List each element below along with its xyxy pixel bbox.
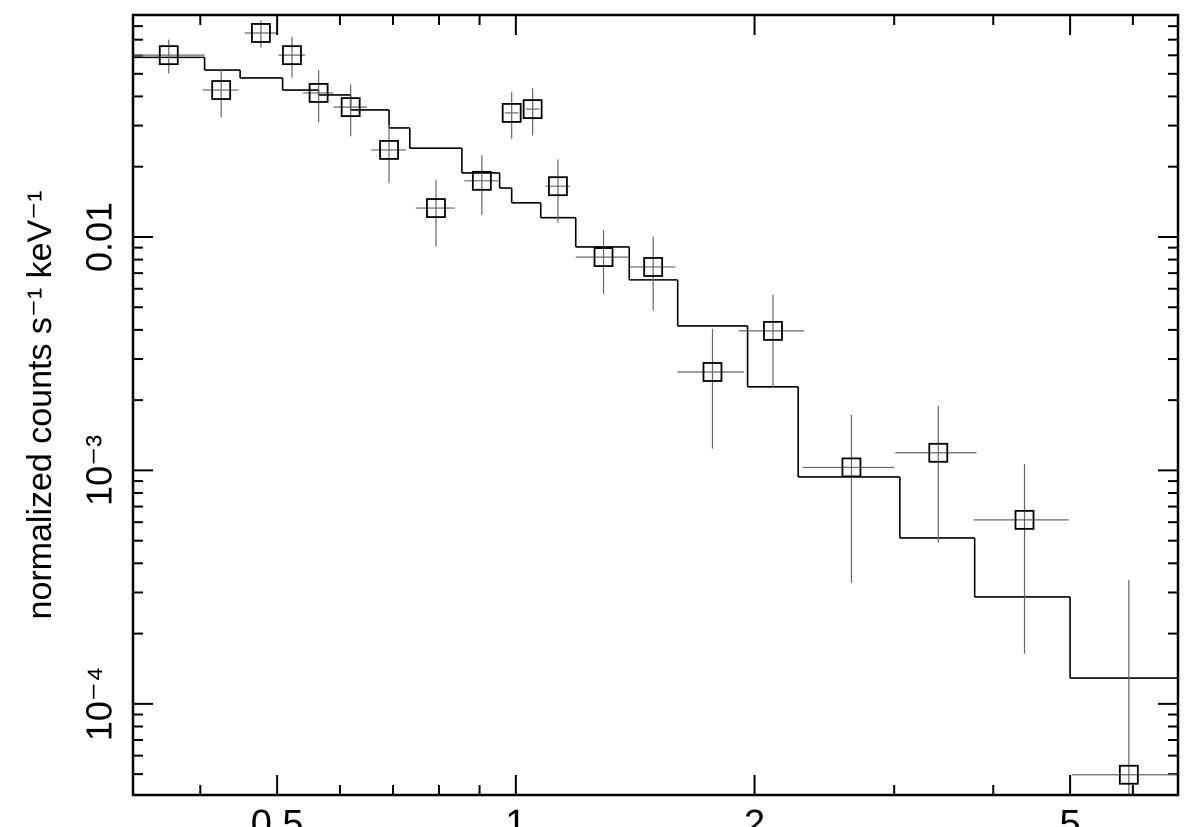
data-point <box>522 99 543 119</box>
data-point <box>643 257 664 277</box>
x-tick-label: 1 <box>505 803 526 827</box>
y-axis-label: normalized counts s⁻¹ keV⁻¹ <box>21 191 59 620</box>
x-tick-label: 5 <box>1060 803 1081 827</box>
plot-area <box>133 20 1178 795</box>
data-point <box>282 45 302 66</box>
data-point <box>702 362 723 382</box>
x-tick-label: 2 <box>744 803 765 827</box>
data-point <box>548 176 568 197</box>
data-point <box>501 103 522 123</box>
data-point <box>251 23 271 43</box>
y-tick-label: 10⁻³ <box>79 435 120 506</box>
data-point <box>379 140 399 160</box>
data-point <box>471 170 492 191</box>
data-point <box>593 247 614 267</box>
data-point <box>928 442 949 463</box>
x-tick-label: 0.5 <box>251 803 304 827</box>
data-point <box>426 198 446 218</box>
data-point <box>1014 509 1035 530</box>
data-point <box>308 83 329 103</box>
data-point <box>763 320 783 341</box>
plot-frame <box>131 13 1180 797</box>
data-point <box>158 45 179 66</box>
data-point <box>841 457 862 478</box>
y-tick-label: 0.01 <box>79 202 120 272</box>
data-point <box>1118 764 1139 785</box>
y-tick-label: 10⁻⁴ <box>79 667 120 742</box>
data-point <box>211 80 232 100</box>
data-point <box>340 97 361 118</box>
